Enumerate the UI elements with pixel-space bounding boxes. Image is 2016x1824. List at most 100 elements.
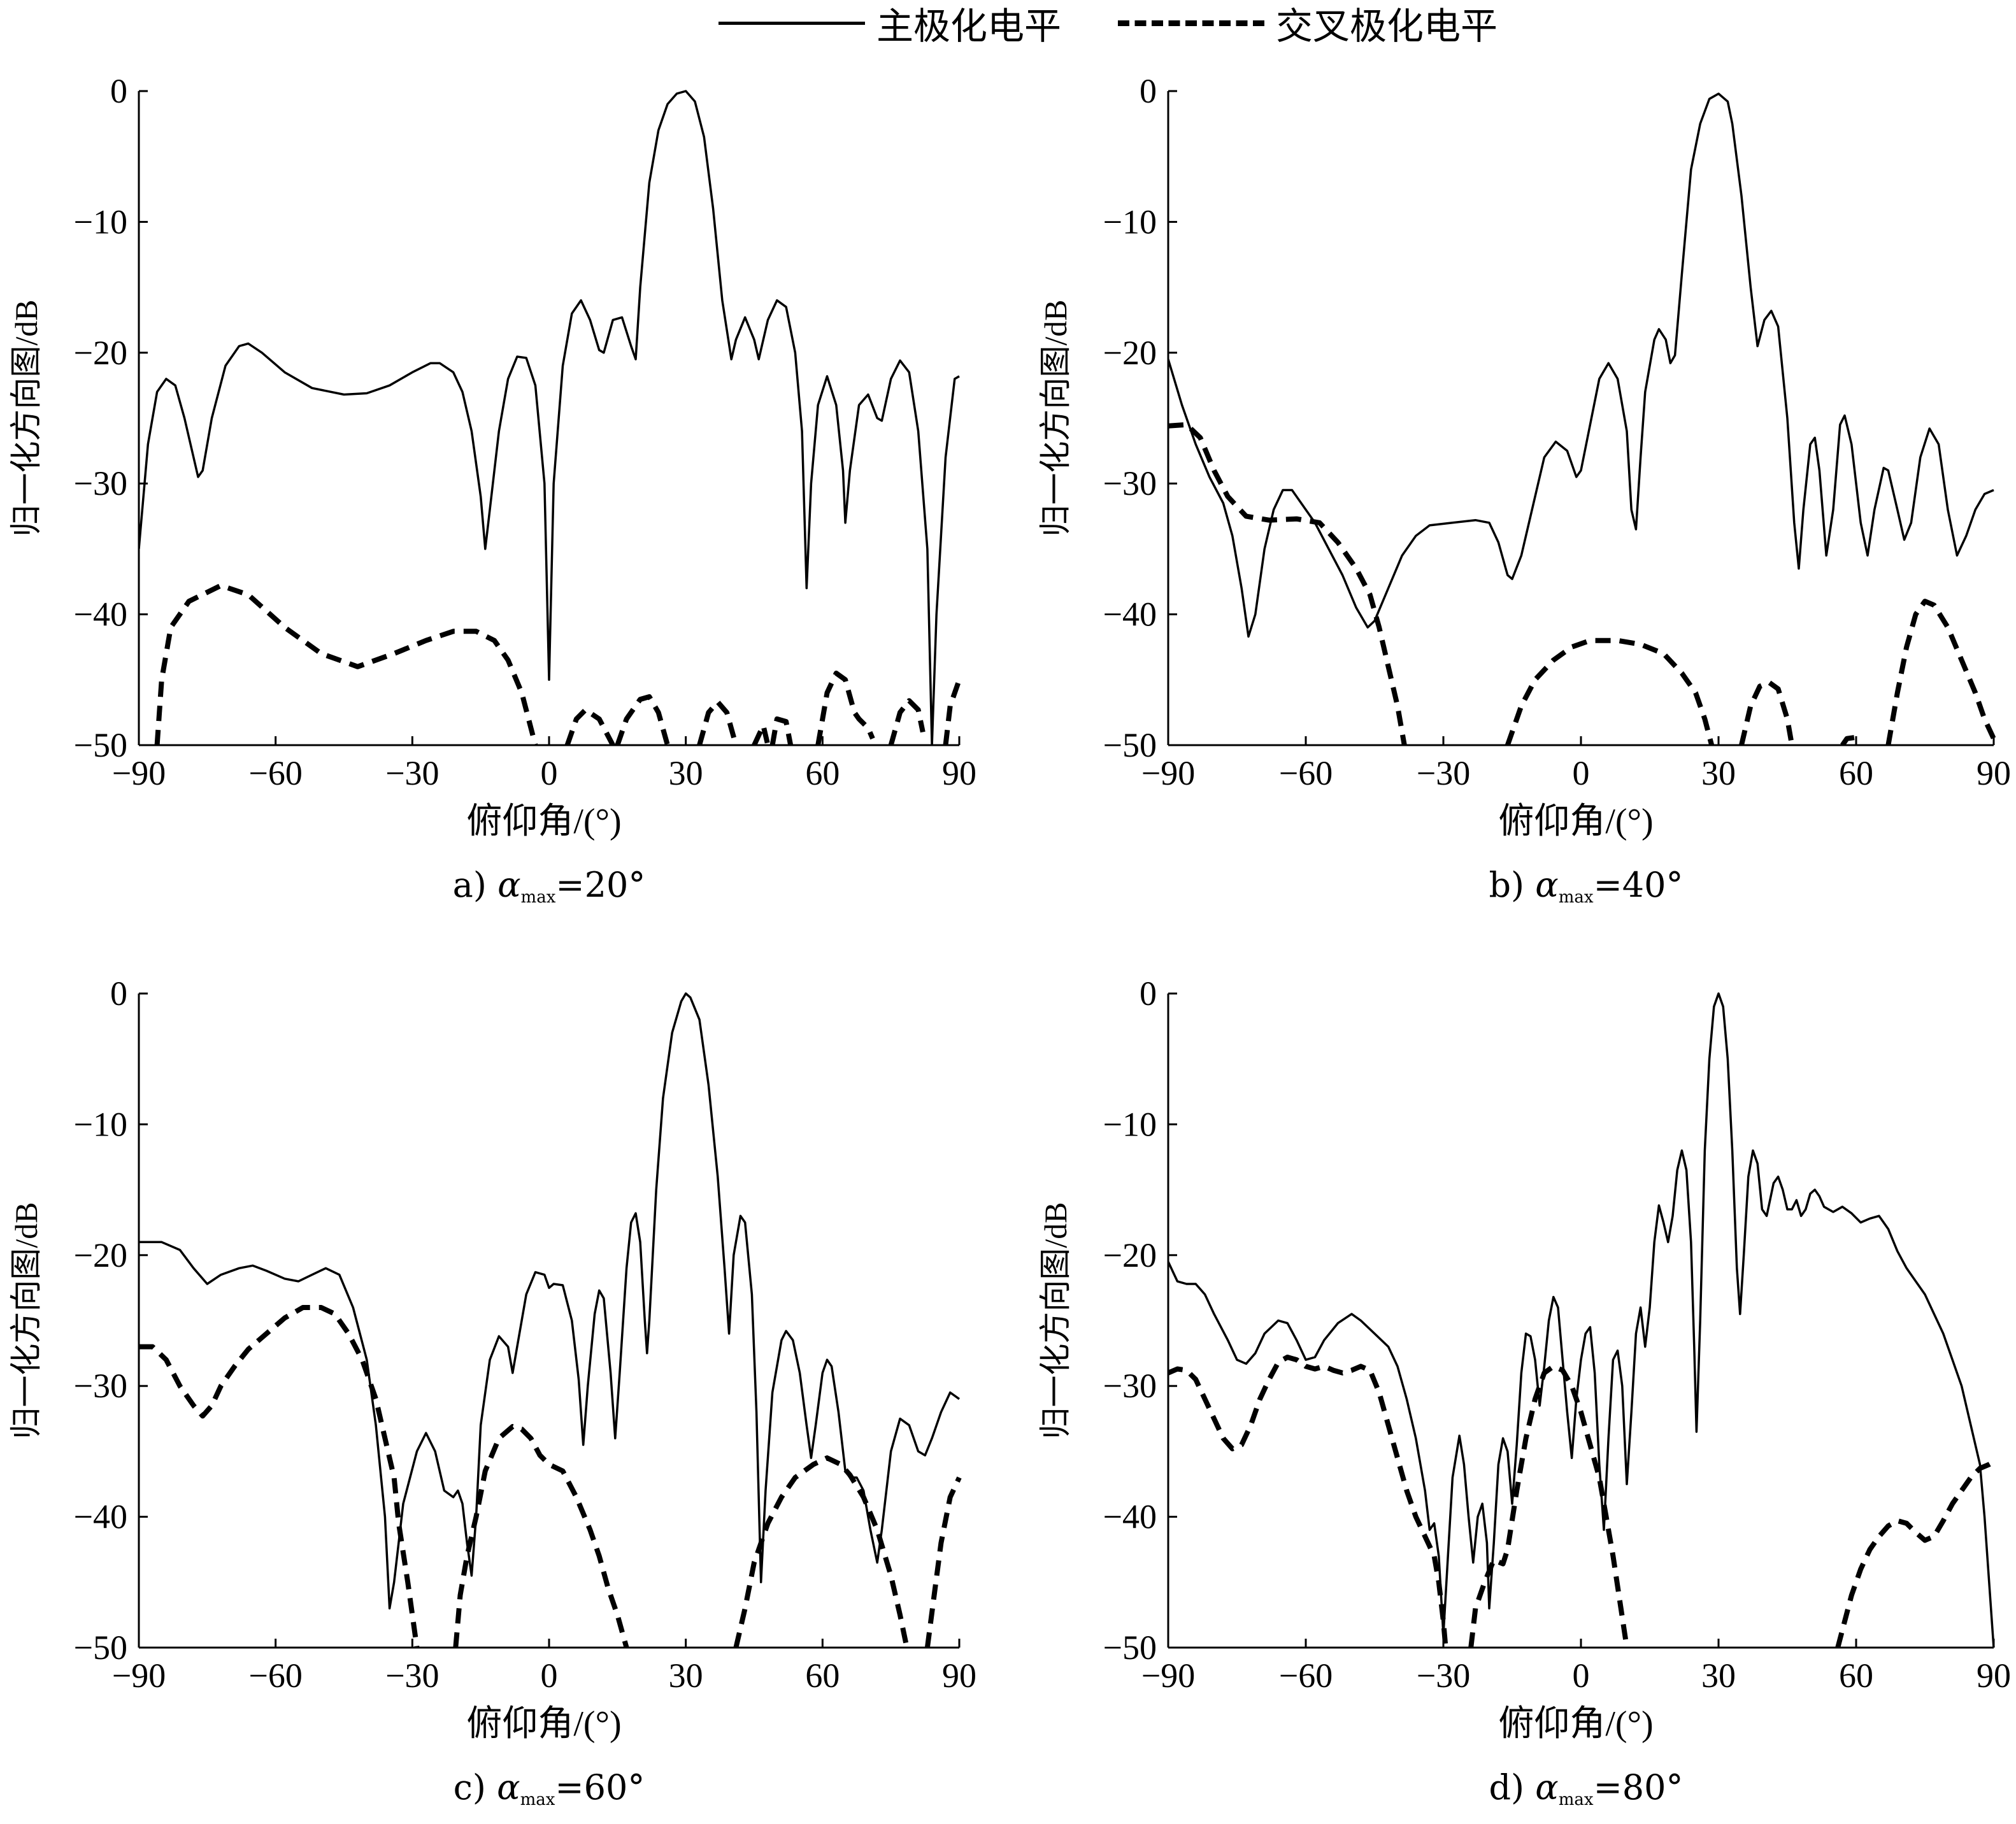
y-tick-label: 0 [1140,974,1157,1013]
y-axis-title: 归一化方向图/dB [1038,299,1073,536]
x-tick-label: −90 [112,1657,166,1695]
caption-symbol: α [497,1767,520,1807]
x-tick-label: −90 [112,754,166,792]
caption-value: =60° [555,1767,645,1807]
x-axis-title: 俯仰角/(°) [1498,802,1653,841]
x-tick-label: 90 [1977,1657,2011,1695]
caption-prefix: b) [1489,865,1536,905]
caption-c: c) αmax=60° [262,1767,836,1809]
chart-panel-b: −90 −60 −30 0 30 60 90 0 −10 −20 −30 −40 −50 俯仰角/(°) 归… [1038,72,2011,841]
caption-prefix: c) [453,1767,497,1807]
caption-value: =80° [1593,1767,1684,1807]
x-tick-label: −30 [385,754,439,792]
y-axis-title: 归一化方向图/dB [8,299,44,536]
legend-item-main: 主极化电平 [718,3,1061,48]
caption-value: =20° [555,865,646,905]
x-tick-label: −30 [1417,1657,1470,1695]
y-axis-title: 归一化方向图/dB [8,1202,44,1439]
cross-polarization-line [154,583,962,745]
y-tick-label: −20 [1103,334,1157,372]
caption-a: a) αmax=20° [262,865,836,907]
caption-prefix: a) [452,865,498,905]
x-tick-label: 60 [805,1657,840,1695]
legend: 主极化电平 交叉极化电平 [0,0,2016,51]
y-tick-label: −30 [74,464,127,502]
y-tick-label: −20 [1103,1236,1157,1274]
y-tick-label: −10 [1103,203,1157,241]
x-tick-label: 0 [1573,754,1590,792]
cross-polarization-line [1168,422,1996,745]
x-tick-label: 30 [1701,754,1736,792]
y-tick-label: −30 [1103,1367,1157,1405]
x-tick-label: −30 [385,1657,439,1695]
y-axis-title: 归一化方向图/dB [1038,1202,1073,1439]
legend-solid-line-icon [718,21,865,25]
y-tick-label: 0 [110,974,127,1013]
x-tick-label: 0 [541,754,558,792]
chart-panel-a: −90 −60 −30 0 30 60 90 0 −10 −20 −30 −40 −50 俯仰角/(°) 归… [8,72,976,841]
chart-panel-d: −90 −60 −30 0 30 60 90 0 −10 −20 −30 −40 −50 俯仰角/(°) 归… [1038,974,2011,1744]
legend-dashed-line-icon [1118,20,1264,26]
cross-polarization-line [1168,1355,1995,1648]
caption-symbol: α [497,865,521,905]
y-tick-label: −50 [1103,726,1157,764]
x-tick-label: −60 [248,754,302,792]
caption-symbol: α [1535,1767,1559,1807]
caption-subscript: max [1558,888,1594,908]
legend-label-cross: 交叉极化电平 [1276,4,1498,48]
y-tick-label: 0 [1140,72,1157,110]
caption-subscript: max [1558,1790,1594,1810]
y-tick-label: −30 [1103,464,1157,502]
x-tick-label: 90 [1977,754,2011,792]
caption-value: =40° [1593,865,1684,905]
x-tick-label: 60 [1839,754,1873,792]
y-tick-label: −50 [74,1628,127,1667]
x-axis-title: 俯仰角/(°) [1498,1704,1653,1744]
y-tick-label: −40 [74,595,127,634]
y-tick-label: −20 [74,334,127,372]
chart-panel-c: −90 −60 −30 0 30 60 90 0 −10 −20 −30 −40 −50 俯仰角/(°) 归… [8,974,976,1744]
x-tick-label: 60 [805,754,840,792]
caption-subscript: max [520,1790,555,1810]
y-tick-label: −40 [1103,1498,1157,1536]
legend-label-main: 主极化电平 [876,4,1062,48]
y-tick-label: −50 [1103,1628,1157,1667]
x-tick-label: 0 [1573,1657,1590,1695]
caption-b: b) αmax=40° [1299,865,1873,907]
x-tick-label: −90 [1141,754,1195,792]
main-polarization-line [1168,92,1994,638]
legend-item-cross: 交叉极化电平 [1118,3,1498,48]
x-tick-label: 0 [541,1657,558,1695]
y-tick-label: −10 [74,203,127,241]
x-tick-label: 60 [1839,1657,1873,1695]
main-polarization-line [139,992,961,1610]
y-tick-label: −20 [74,1236,127,1274]
x-axis-title: 俯仰角/(°) [466,802,621,841]
main-polarization-line [1168,992,1995,1648]
x-tick-label: 30 [1701,1657,1736,1695]
y-tick-label: −30 [74,1367,127,1405]
x-tick-label: 30 [669,1657,703,1695]
x-axis-title: 俯仰角/(°) [466,1704,621,1744]
cross-polarization-line [139,1305,962,1648]
y-tick-label: 0 [110,72,127,110]
y-tick-label: −40 [1103,595,1157,634]
y-tick-label: −10 [1103,1105,1157,1143]
y-tick-label: −40 [74,1498,127,1536]
x-tick-label: −60 [1279,1657,1333,1695]
y-tick-label: −10 [74,1105,127,1143]
x-tick-label: 90 [942,1657,976,1695]
main-polarization-line [139,90,960,745]
caption-prefix: d) [1489,1767,1536,1807]
y-tick-label: −50 [74,726,127,764]
x-tick-label: −30 [1417,754,1470,792]
caption-subscript: max [520,888,556,908]
x-tick-label: −60 [1279,754,1333,792]
x-tick-label: 30 [669,754,703,792]
x-tick-label: −90 [1141,1657,1195,1695]
x-tick-label: 90 [942,754,976,792]
x-tick-label: −60 [248,1657,302,1695]
caption-d: d) αmax=80° [1299,1767,1873,1809]
caption-symbol: α [1535,865,1559,905]
